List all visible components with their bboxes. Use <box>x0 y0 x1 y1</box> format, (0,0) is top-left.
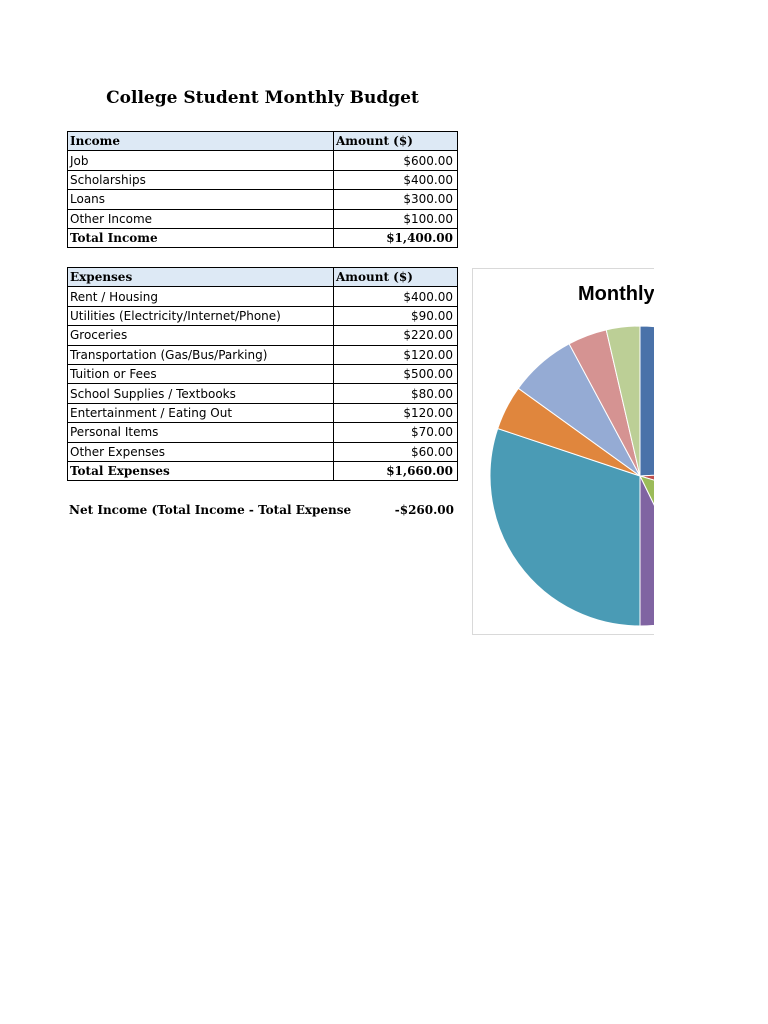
table-row: Loans $300.00 <box>67 189 458 210</box>
pie-slice[interactable] <box>489 427 641 627</box>
row-amount[interactable]: $600.00 <box>333 150 458 171</box>
row-amount[interactable]: $100.00 <box>333 208 458 229</box>
table-row: Groceries $220.00 <box>67 325 458 346</box>
table-row: Scholarships $400.00 <box>67 169 458 191</box>
row-amount[interactable]: $70.00 <box>333 422 458 443</box>
row-label[interactable]: Tuition or Fees <box>67 363 334 385</box>
pie-chart[interactable]: Monthly <box>472 268 654 635</box>
pie-slice[interactable] <box>639 325 654 477</box>
table-row: Tuition or Fees $500.00 <box>67 363 458 385</box>
row-label[interactable]: Transportation (Gas/Bus/Parking) <box>67 344 334 365</box>
row-label[interactable]: Job <box>67 150 334 171</box>
net-income-label[interactable]: Net Income (Total Income - Total Expense <box>69 503 352 517</box>
expenses-total-row: Total Expenses $1,660.00 <box>67 460 458 482</box>
row-amount[interactable]: $300.00 <box>333 189 458 210</box>
net-income-value[interactable]: -$260.00 <box>394 503 454 517</box>
table-row: Utilities (Electricity/Internet/Phone) $… <box>67 305 458 327</box>
row-label[interactable]: Entertainment / Eating Out <box>67 402 334 424</box>
expenses-table: Expenses Amount ($) Rent / Housing $400.… <box>67 266 458 482</box>
income-header-label[interactable]: Income <box>67 130 334 152</box>
expenses-header-amount[interactable]: Amount ($) <box>333 266 458 288</box>
row-label[interactable]: Other Expenses <box>67 441 334 462</box>
row-label[interactable]: School Supplies / Textbooks <box>67 383 334 404</box>
row-label[interactable]: Utilities (Electricity/Internet/Phone) <box>67 305 334 327</box>
row-amount[interactable]: $400.00 <box>333 286 458 307</box>
row-label[interactable]: Personal Items <box>67 422 334 443</box>
pie-slice[interactable] <box>605 325 641 477</box>
row-amount[interactable]: $120.00 <box>333 344 458 365</box>
total-expenses-amount[interactable]: $1,660.00 <box>333 460 458 482</box>
income-total-row: Total Income $1,400.00 <box>67 227 458 249</box>
total-income-label[interactable]: Total Income <box>67 227 334 249</box>
income-header-row: Income Amount ($) <box>67 130 458 152</box>
expenses-header-label[interactable]: Expenses <box>67 266 334 288</box>
table-row: Transportation (Gas/Bus/Parking) $120.00 <box>67 344 458 365</box>
page-title: College Student Monthly Budget <box>106 88 419 108</box>
row-amount[interactable]: $80.00 <box>333 383 458 404</box>
total-expenses-label[interactable]: Total Expenses <box>67 460 334 482</box>
row-label[interactable]: Scholarships <box>67 169 334 191</box>
row-amount[interactable]: $120.00 <box>333 402 458 424</box>
table-row: Job $600.00 <box>67 150 458 171</box>
pie-chart-canvas <box>489 325 654 627</box>
row-label[interactable]: Groceries <box>67 325 334 346</box>
total-income-amount[interactable]: $1,400.00 <box>333 227 458 249</box>
table-row: Entertainment / Eating Out $120.00 <box>67 402 458 424</box>
table-row: School Supplies / Textbooks $80.00 <box>67 383 458 404</box>
table-row: Personal Items $70.00 <box>67 422 458 443</box>
row-label[interactable]: Rent / Housing <box>67 286 334 307</box>
row-label[interactable]: Other Income <box>67 208 334 229</box>
chart-title: Monthly <box>578 283 654 305</box>
row-amount[interactable]: $500.00 <box>333 363 458 385</box>
row-amount[interactable]: $60.00 <box>333 441 458 462</box>
table-row: Other Income $100.00 <box>67 208 458 229</box>
row-amount[interactable]: $400.00 <box>333 169 458 191</box>
expenses-header-row: Expenses Amount ($) <box>67 266 458 288</box>
row-amount[interactable]: $220.00 <box>333 325 458 346</box>
row-amount[interactable]: $90.00 <box>333 305 458 327</box>
net-income-row: Net Income (Total Income - Total Expense… <box>69 503 454 521</box>
table-row: Other Expenses $60.00 <box>67 441 458 462</box>
table-row: Rent / Housing $400.00 <box>67 286 458 307</box>
income-header-amount[interactable]: Amount ($) <box>333 130 458 152</box>
income-table: Income Amount ($) Job $600.00 Scholarshi… <box>67 130 458 249</box>
row-label[interactable]: Loans <box>67 189 334 210</box>
